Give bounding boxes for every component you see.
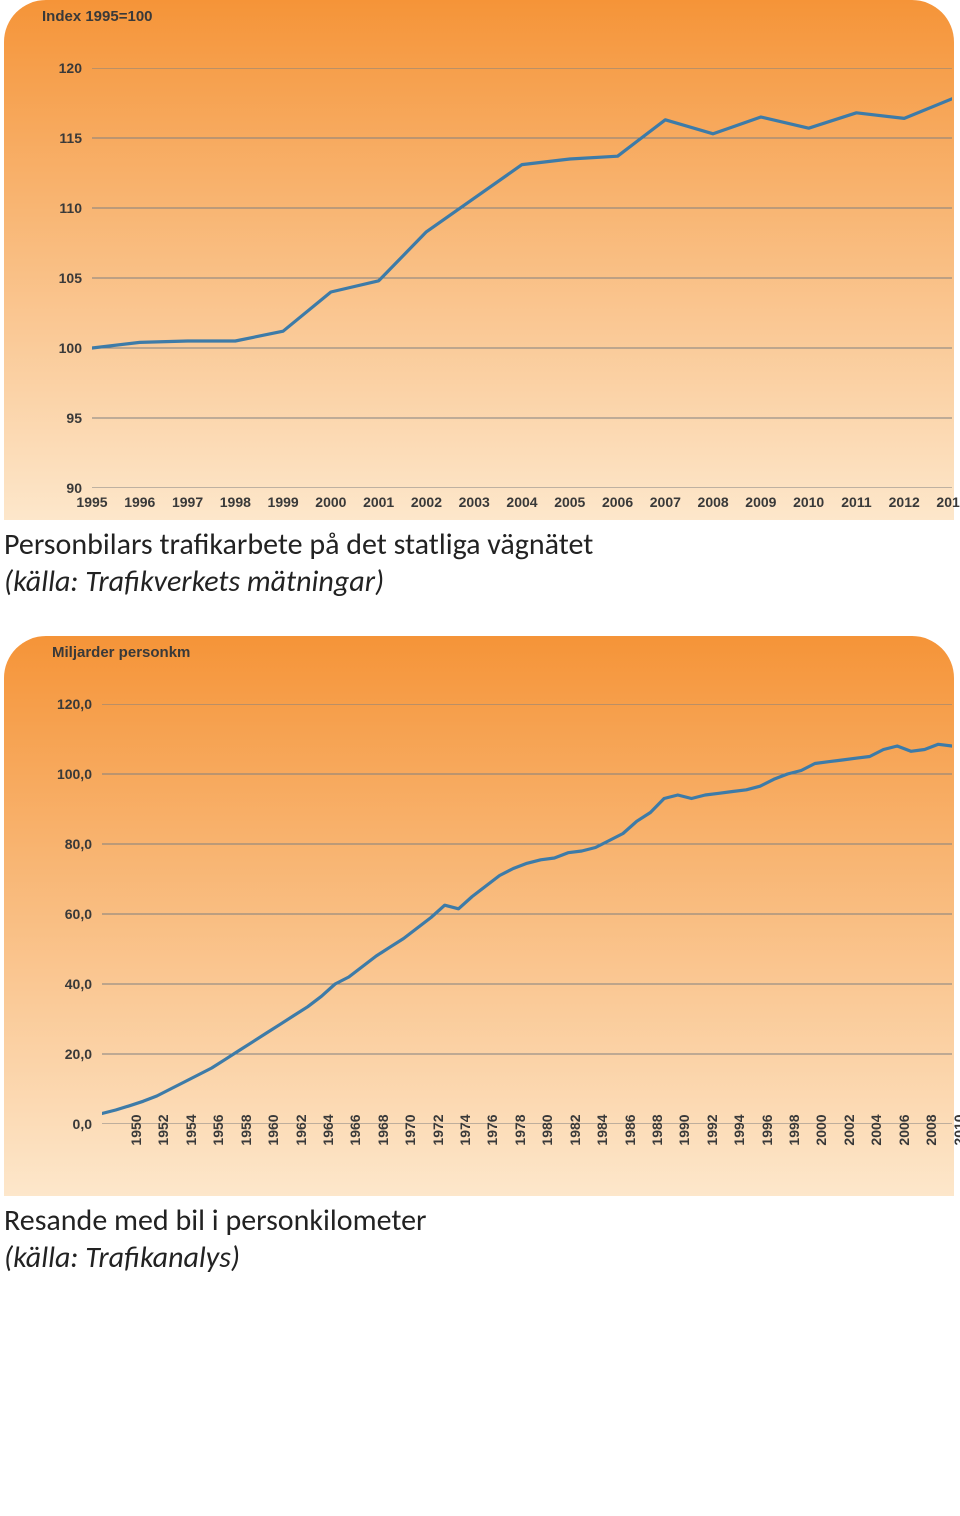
chart1-y-axis-title: Index 1995=100 (42, 8, 153, 25)
y-tick-label: 120 (59, 60, 82, 76)
x-tick-label: 2010 (793, 494, 824, 510)
y-tick-label: 105 (59, 270, 82, 286)
x-tick-label: 2002 (411, 494, 442, 510)
x-tick-label: 1999 (268, 494, 299, 510)
x-tick-label: 1996 (124, 494, 155, 510)
chart2-caption-source: (källa: Trafikanalys) (4, 1239, 956, 1276)
y-tick-label: 80,0 (65, 836, 92, 852)
x-tick-label: 2011 (841, 494, 871, 510)
y-tick-label: 100 (59, 340, 82, 356)
x-tick-label: 1995 (76, 494, 107, 510)
x-tick-label: 2000 (315, 494, 346, 510)
chart2-card: Miljarder personkm 0,020,040,060,080,010… (4, 636, 954, 1196)
chart1-x-labels: 1995199619971998199920002001200220032004… (92, 494, 952, 554)
x-tick-label: 2007 (650, 494, 681, 510)
x-tick-label: 2006 (602, 494, 633, 510)
y-tick-label: 100,0 (57, 766, 92, 782)
y-tick-label: 40,0 (65, 976, 92, 992)
x-tick-label: 2005 (554, 494, 585, 510)
chart2-svg (102, 704, 952, 1124)
x-tick-label: 2012 (889, 494, 920, 510)
y-tick-label: 110 (59, 200, 82, 216)
x-tick-label: 2003 (459, 494, 490, 510)
y-tick-label: 0,0 (73, 1116, 92, 1132)
x-tick-label: 2009 (745, 494, 776, 510)
x-tick-label: 2013 (936, 494, 960, 510)
x-tick-label: 2012 (952, 1114, 960, 1145)
y-tick-label: 20,0 (65, 1046, 92, 1062)
x-tick-label: 2001 (363, 494, 394, 510)
y-tick-label: 60,0 (65, 906, 92, 922)
chart2-y-axis-title: Miljarder personkm (52, 644, 190, 661)
y-tick-label: 95 (66, 410, 82, 426)
chart2-caption-title: Resande med bil i personkilometer (4, 1202, 956, 1239)
y-tick-label: 115 (59, 130, 82, 146)
chart1-card: Index 1995=100 9095100105110115120 19951… (4, 0, 954, 520)
chart2-plot: 0,020,040,060,080,0100,0120,0 1950195219… (102, 704, 952, 1124)
x-tick-label: 2004 (506, 494, 537, 510)
x-tick-label: 1997 (172, 494, 203, 510)
chart1-plot: 9095100105110115120 19951996199719981999… (92, 68, 952, 488)
chart1-caption-source: (källa: Trafikverkets mätningar) (4, 563, 956, 600)
chart2-x-labels: 1950195219541956195819601962196419661968… (102, 1130, 952, 1190)
y-tick-label: 120,0 (57, 696, 92, 712)
x-tick-label: 1998 (220, 494, 251, 510)
x-tick-label: 2008 (698, 494, 729, 510)
chart1-svg (92, 68, 952, 488)
